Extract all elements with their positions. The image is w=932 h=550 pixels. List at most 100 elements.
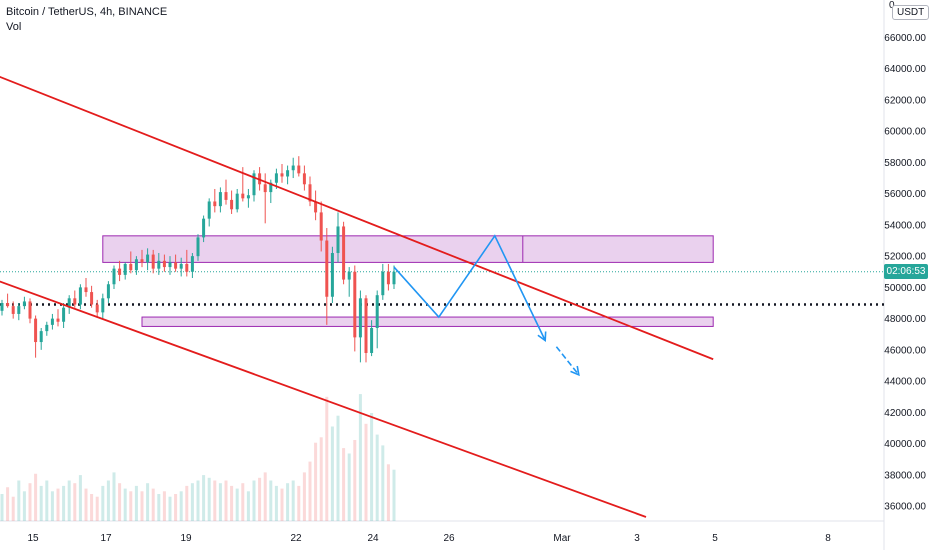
- candle-body: [347, 271, 351, 280]
- candle-body: [269, 182, 273, 193]
- candle-body: [224, 192, 228, 200]
- candle-body: [90, 292, 94, 305]
- volume-bar: [151, 488, 155, 521]
- candle-body: [336, 226, 340, 254]
- candle-body: [319, 212, 323, 241]
- volume-bar: [174, 494, 178, 521]
- supply-zone: [102, 235, 714, 263]
- volume-bar: [196, 480, 200, 521]
- y-tick-label: 52000.00: [884, 252, 926, 263]
- y-tick-label: 64000.00: [884, 64, 926, 75]
- volume-bar: [286, 483, 290, 521]
- volume-bar: [162, 491, 166, 521]
- level-lines: [0, 271, 884, 306]
- volume-bar: [168, 496, 172, 521]
- candle-body: [11, 306, 15, 314]
- volume-bar: [190, 483, 194, 521]
- candle-body: [263, 184, 267, 193]
- projection-arrowhead: [537, 331, 547, 342]
- candle-body: [95, 304, 99, 313]
- candle-body: [252, 173, 256, 196]
- x-tick-label: 22: [290, 533, 302, 544]
- y-tick-label: 54000.00: [884, 220, 926, 231]
- y-tick-label: 44000.00: [884, 377, 926, 388]
- supply-zone: [141, 316, 714, 327]
- candle-body: [218, 192, 222, 207]
- channel-line: [0, 280, 647, 518]
- candle-body: [179, 263, 183, 269]
- projection-path: [393, 234, 580, 377]
- volume-bar: [28, 483, 32, 521]
- projection-dashed-arrow: [555, 346, 580, 376]
- volume-bar: [45, 480, 49, 521]
- x-tick-label: Mar: [553, 533, 571, 544]
- candle-body: [174, 262, 178, 269]
- candle-body: [0, 303, 4, 311]
- volume-bar: [386, 464, 390, 521]
- volume-bar: [78, 475, 82, 521]
- x-tick-label: 17: [100, 533, 112, 544]
- candle-body: [162, 260, 166, 268]
- candle-body: [274, 173, 278, 183]
- candle-body: [330, 253, 334, 297]
- candle-body: [308, 184, 312, 202]
- volume-bar: [370, 413, 374, 521]
- candle-body: [129, 263, 133, 271]
- top-partial-label: 0: [889, 0, 895, 11]
- candle-body: [207, 201, 211, 219]
- volume-bar: [224, 480, 228, 521]
- y-tick-label: 48000.00: [884, 314, 926, 325]
- volume-bar: [302, 472, 306, 521]
- projection-line: [393, 234, 546, 341]
- volume-bar: [118, 483, 122, 521]
- volume-bar: [101, 485, 105, 521]
- candle-body: [17, 306, 21, 314]
- candle-body: [84, 287, 88, 293]
- candle-body: [196, 237, 200, 257]
- candle-body: [370, 327, 374, 353]
- volume-bar: [246, 491, 250, 521]
- volume-bar: [56, 488, 60, 521]
- volume-bar: [325, 396, 329, 521]
- candle-body: [157, 260, 161, 269]
- x-tick-label: 24: [367, 533, 379, 544]
- volume-indicator-label: Vol: [6, 21, 22, 33]
- candle-body: [364, 298, 368, 353]
- candle-body: [302, 173, 306, 185]
- candle-body: [112, 268, 116, 285]
- volume-bars: [0, 394, 396, 521]
- volume-bar: [129, 491, 133, 521]
- candle-body: [106, 284, 110, 299]
- candle-body: [6, 303, 10, 307]
- volume-bar: [291, 480, 295, 521]
- candle-body: [291, 165, 295, 171]
- candle-body: [381, 271, 385, 296]
- volume-bar: [381, 445, 385, 521]
- volume-bar: [6, 487, 10, 521]
- candle-body: [375, 295, 379, 328]
- y-axis-ticks: 66000.00 64000.00 62000.00 60000.00 58000.00…: [884, 33, 926, 513]
- projection-dashed-arrowhead: [570, 365, 580, 377]
- candle-body: [297, 165, 301, 174]
- volume-bar: [258, 477, 262, 521]
- volume-bar: [235, 488, 239, 521]
- volume-bar: [62, 485, 66, 521]
- volume-bar: [241, 483, 245, 521]
- candle-body: [28, 301, 32, 319]
- y-tick-label: 58000.00: [884, 158, 926, 169]
- x-tick-label: 3: [634, 533, 640, 544]
- volume-bar: [179, 491, 183, 521]
- x-axis-ticks: 15 17 19 22 24 26 Mar 3 5 8: [27, 533, 831, 544]
- volume-bar: [140, 491, 144, 521]
- current-price-badge: 02:06:53: [884, 264, 928, 280]
- candle-body: [146, 254, 150, 263]
- volume-bar: [230, 485, 234, 521]
- volume-bar: [274, 485, 278, 521]
- currency-badge[interactable]: USDT: [892, 5, 930, 20]
- volume-bar: [123, 488, 127, 521]
- candle-body: [190, 256, 194, 272]
- volume-bar: [252, 480, 256, 521]
- volume-bar: [319, 437, 323, 521]
